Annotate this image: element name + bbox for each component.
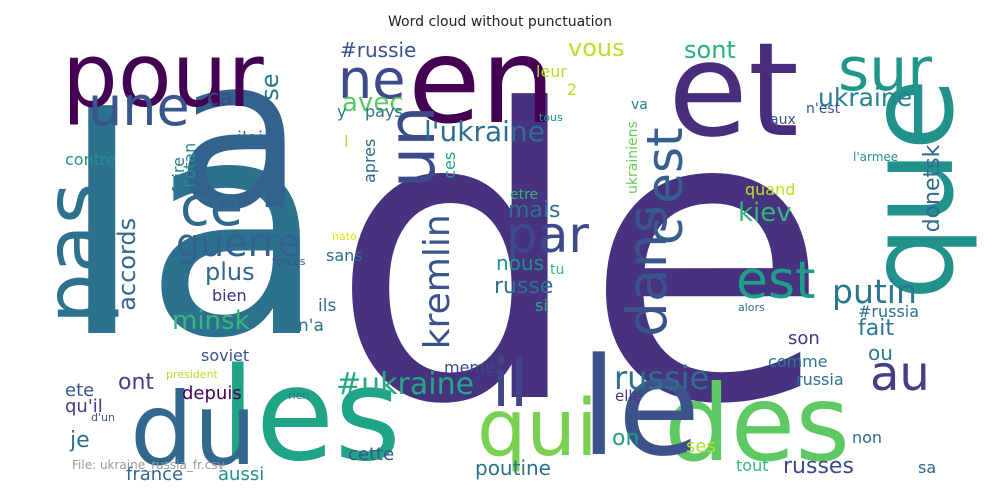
cloud-word: forces [272, 255, 306, 268]
cloud-word: j'ai [237, 128, 263, 149]
cloud-word: bien [212, 286, 247, 305]
chart-title: Word cloud without punctuation [388, 14, 612, 30]
cloud-word: ce [180, 175, 243, 238]
cloud-word: leur [536, 62, 568, 81]
cloud-word: tout [736, 456, 769, 475]
cloud-word: ces [440, 151, 459, 179]
cloud-word: pour [62, 24, 264, 127]
cloud-word: l'armee [853, 150, 899, 164]
cloud-word: depuis [182, 383, 242, 404]
cloud-word: son [788, 328, 820, 349]
cloud-word: en [408, 12, 556, 150]
cloud-word: ont [118, 370, 155, 395]
cloud-word: ca [207, 86, 233, 111]
cloud-word: #russie [340, 38, 417, 62]
cloud-word: accords [113, 217, 141, 311]
cloud-word: russie [614, 359, 710, 397]
cloud-word: de [330, 27, 830, 492]
cloud-word: guerre [176, 221, 301, 265]
cloud-word: sans [326, 246, 363, 265]
source-file-label: File: ukraine_russia_fr.csv [72, 458, 225, 472]
cloud-word: si [535, 296, 548, 315]
cloud-word: vous [568, 34, 625, 62]
cloud-word: avec [342, 88, 404, 118]
cloud-word: du [130, 371, 257, 488]
cloud-word: et [668, 14, 799, 166]
cloud-word: n'a [298, 316, 324, 336]
cloud-word: donetsk [920, 144, 945, 233]
cloud-word: une [88, 75, 190, 138]
cloud-word: ou [868, 341, 893, 365]
cloud-word: qui [477, 384, 598, 474]
cloud-word: aussi [218, 464, 265, 485]
cloud-word: des [664, 363, 850, 485]
cloud-word: sa [918, 458, 937, 477]
cloud-word: la [60, 55, 328, 404]
cloud-word: qu'il [65, 396, 103, 417]
cloud-word: tu [550, 262, 565, 278]
cloud-word: l'ukraine [424, 115, 545, 148]
cloud-word: cette [348, 444, 395, 465]
cloud-word: meme [444, 358, 495, 377]
cloud-word: l'otan [180, 142, 199, 188]
cloud-word: rien [288, 389, 310, 402]
cloud-word: aux [770, 112, 796, 128]
cloud-word: sur [838, 35, 932, 105]
cloud-word: soviet [201, 346, 250, 365]
cloud-word: etre [510, 187, 539, 203]
cloud-word: 2 [567, 80, 578, 99]
cloud-word: russe [494, 274, 554, 299]
cloud-word: je [70, 428, 90, 453]
cloud-word: n'est [806, 101, 841, 117]
cloud-word: d'un [91, 411, 115, 424]
cloud-word: nous [496, 251, 545, 275]
cloud-word: poutine [475, 456, 551, 480]
cloud-word: le [580, 329, 701, 486]
cloud-word: ne [338, 48, 406, 111]
cloud-word: russes [783, 454, 854, 479]
cloud-word: on [612, 426, 640, 451]
cloud-word: y [337, 102, 347, 121]
cloud-word: est [736, 251, 816, 311]
cloud-word: c'est [636, 127, 694, 245]
cloud-word: ses [686, 436, 716, 457]
cloud-word: il [492, 347, 529, 422]
cloud-word: russia [796, 370, 844, 389]
cloud-word: putin [832, 272, 917, 311]
cloud-word: tous [539, 111, 563, 124]
cloud-word: kiev [738, 198, 792, 228]
cloud-word: ils [318, 296, 337, 316]
cloud-word: alors [738, 301, 765, 314]
cloud-word: se [256, 73, 284, 101]
cloud-word: pays [365, 102, 403, 121]
cloud-word: ete [65, 380, 95, 401]
cloud-word: a [175, 12, 304, 257]
cloud-word: les [220, 341, 401, 490]
cloud-word: mais [508, 198, 561, 223]
cloud-word: nato [332, 230, 357, 243]
cloud-word: l [344, 132, 349, 151]
cloud-word: fait [858, 316, 894, 341]
cloud-word: quand [745, 180, 796, 199]
cloud-word: apres [360, 138, 379, 183]
cloud-word: au [870, 346, 930, 402]
cloud-word: contre [65, 150, 117, 169]
cloud-word: plus [205, 258, 255, 286]
cloud-word: kremlin [417, 214, 458, 350]
cloud-word: #ukraine [336, 367, 475, 402]
cloud-word: france [126, 464, 184, 485]
cloud-word: #russia [858, 302, 920, 321]
cloud-word: pas [28, 182, 121, 324]
cloud-word: va [631, 97, 648, 113]
cloud-word: non [852, 428, 883, 447]
cloud-word: comme [768, 352, 828, 371]
cloud-word: sont [684, 36, 736, 64]
cloud-word: ukrainiens [625, 121, 641, 194]
cloud-word: par [506, 206, 589, 264]
cloud-word: elle [615, 387, 642, 405]
cloud-word: minsk [172, 306, 250, 336]
cloud-word: ukraine [818, 83, 913, 112]
cloud-word: president [166, 368, 218, 381]
